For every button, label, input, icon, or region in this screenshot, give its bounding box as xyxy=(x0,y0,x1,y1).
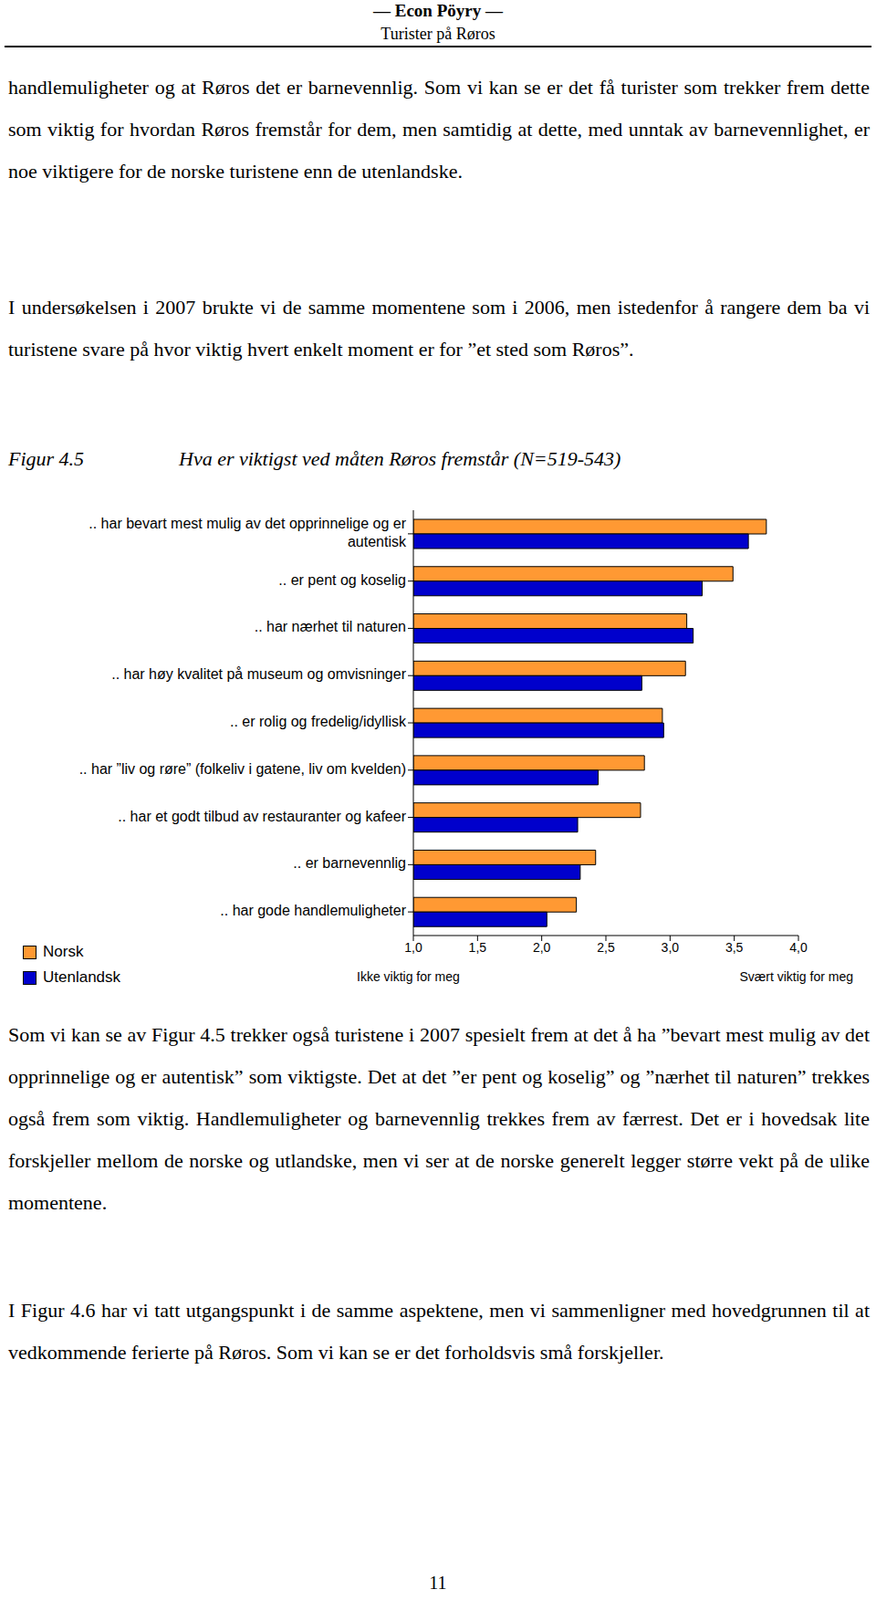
svg-text:.. har et godt tilbud av resta: .. har et godt tilbud av restauranter og… xyxy=(117,808,407,824)
html-text:I Figur 4.6 har vi tatt utgang: I Figur 4.6 har vi tatt utgangspunkt i d… xyxy=(8,1298,870,1364)
html-text:Norsk: Norsk xyxy=(42,942,84,960)
svg-text:2,0: 2,0 xyxy=(532,939,552,955)
html-text:— Econ Pöyry —: — Econ Pöyry — xyxy=(373,0,503,21)
html-text:Turister på Røros: Turister på Røros xyxy=(380,24,496,43)
html-text:Utenlandsk: Utenlandsk xyxy=(42,968,121,986)
html-text:I undersøkelsen i 2007 brukte: I undersøkelsen i 2007 brukte vi de samm… xyxy=(8,295,870,361)
html-text:Ikke viktig for meg: Ikke viktig for meg xyxy=(356,969,460,984)
svg-text:.. har gode handlemuligheter: .. har gode handlemuligheter xyxy=(219,902,407,918)
html-text:handlemuligheter og at Røros d: handlemuligheter og at Røros det er barn… xyxy=(8,75,870,183)
svg-text:.. er barnevennlig: .. er barnevennlig xyxy=(292,855,407,872)
svg-text:.. har høy kvalitet på museum: .. har høy kvalitet på museum og omvisni… xyxy=(111,666,407,682)
html-text:11: 11 xyxy=(429,1572,447,1593)
html-text:Som vi kan se av Figur 4.5 tre: Som vi kan se av Figur 4.5 trekker også … xyxy=(8,1022,870,1214)
svg-text:1,5: 1,5 xyxy=(469,939,488,955)
svg-text:3,0: 3,0 xyxy=(661,939,680,955)
svg-text:.. har nærhet til naturen: .. har nærhet til naturen xyxy=(254,619,407,636)
svg-text:1,0: 1,0 xyxy=(404,939,423,955)
svg-text:.. har bevart mest mulig av de: .. har bevart mest mulig av det opprinne… xyxy=(88,515,407,550)
svg-text:.. er rolig og fredelig/idylli: .. er rolig og fredelig/idyllisk xyxy=(229,713,407,730)
svg-text:.. er pent og koselig: .. er pent og koselig xyxy=(278,572,407,588)
svg-text:3,5: 3,5 xyxy=(725,939,744,955)
html-text:Figur 4.5: Figur 4.5 xyxy=(8,447,85,470)
html-text:Svært viktig for meg: Svært viktig for meg xyxy=(739,969,854,984)
svg-text:.. har ”liv og røre” (folkeliv: .. har ”liv og røre” (folkeliv i gatene,… xyxy=(79,761,407,777)
svg-text:2,5: 2,5 xyxy=(596,939,616,955)
html-text:Hva er viktigst ved måten Røro: Hva er viktigst ved måten Røros fremstår… xyxy=(178,447,621,470)
svg-text:4,0: 4,0 xyxy=(789,939,808,955)
